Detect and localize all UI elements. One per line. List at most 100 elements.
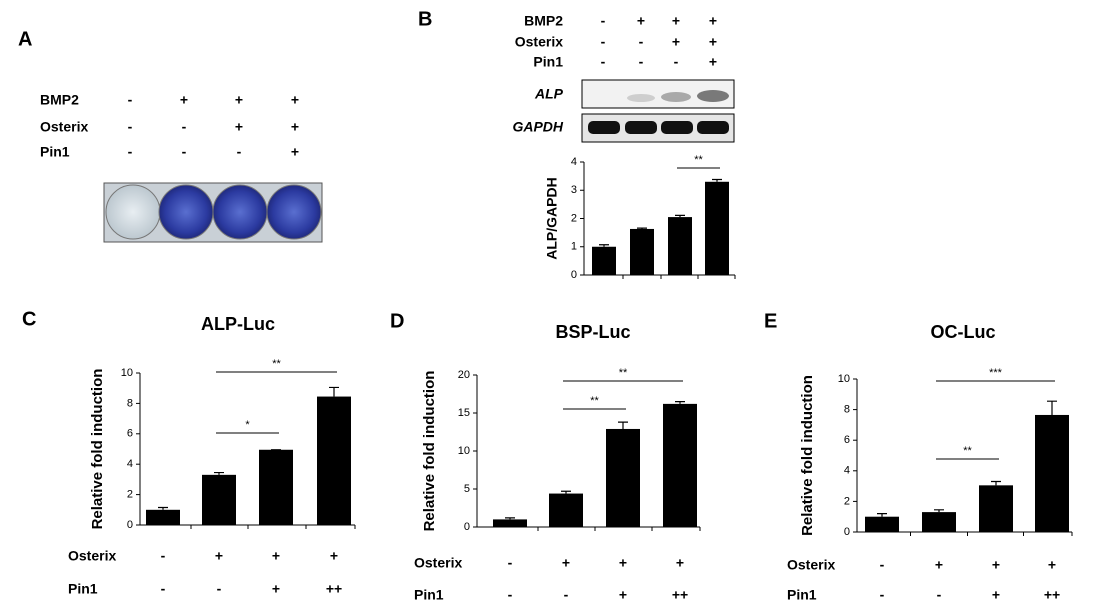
treatment-name: Osterix: [40, 119, 88, 135]
treatment-value: +: [672, 34, 680, 50]
band: [625, 121, 657, 134]
treatment-value: +: [215, 548, 223, 564]
treatment-value: +: [676, 555, 684, 571]
y-tick-label: 0: [464, 521, 470, 533]
y-tick-label: 10: [121, 367, 133, 379]
treatment-value: +: [291, 144, 299, 160]
treatment-value: +: [992, 557, 1000, 573]
treatment-name: Osterix: [787, 557, 835, 573]
treatment-name: Osterix: [414, 555, 462, 571]
treatment-value: -: [217, 581, 222, 597]
significance: *: [245, 419, 250, 431]
error-bar: [877, 513, 887, 517]
panel-letter: D: [390, 310, 404, 332]
treatment-value: +: [272, 548, 280, 564]
band: [697, 121, 729, 134]
y-tick-label: 3: [571, 184, 577, 196]
well: [212, 184, 268, 240]
treatment-value: -: [508, 587, 513, 603]
well: [158, 184, 214, 240]
y-tick-label: 10: [838, 373, 850, 385]
treatment-value: -: [674, 54, 679, 70]
y-tick-label: 8: [844, 404, 850, 416]
treatment-value: -: [601, 54, 606, 70]
treatment-value: +: [1048, 557, 1056, 573]
panel-letter: C: [22, 308, 36, 330]
blot-label: GAPDH: [512, 119, 563, 135]
treatment-value: +: [235, 119, 243, 135]
error-bar: [991, 480, 1001, 486]
y-tick-label: 10: [458, 445, 470, 457]
bar: [1035, 414, 1069, 532]
treatment-value: +: [291, 92, 299, 108]
treatment-value: -: [161, 548, 166, 564]
y-tick-label: 2: [127, 489, 133, 501]
treatment-value: -: [880, 587, 885, 603]
treatment-name: Osterix: [68, 548, 116, 564]
treatment-value: -: [128, 119, 133, 135]
bar: [663, 403, 697, 527]
bar: [493, 519, 527, 527]
panel-letter: E: [764, 310, 777, 332]
significance: **: [590, 395, 599, 407]
treatment-value: +: [619, 587, 627, 603]
error-bar: [561, 490, 571, 494]
error-bar: [712, 178, 722, 182]
significance: **: [272, 358, 281, 370]
blot-label: ALP: [534, 86, 564, 102]
treatment-value: -: [880, 557, 885, 573]
y-tick-label: 2: [571, 212, 577, 224]
error-bar: [675, 401, 685, 404]
treatment-value: -: [639, 34, 644, 50]
treatment-value: -: [564, 587, 569, 603]
treatment-value: +: [291, 119, 299, 135]
significance: **: [963, 445, 972, 457]
bar: [630, 228, 654, 275]
bar: [606, 428, 640, 527]
chart-title: BSP-Luc: [555, 322, 630, 342]
error-bar: [599, 244, 609, 247]
y-tick-label: 8: [127, 397, 133, 409]
treatment-name: Pin1: [787, 587, 817, 603]
chart-title: OC-Luc: [931, 322, 996, 342]
treatment-value: -: [128, 92, 133, 108]
treatment-value: +: [672, 13, 680, 29]
treatment-value: -: [937, 587, 942, 603]
significance: ***: [989, 367, 1003, 379]
treatment-value: +: [709, 54, 717, 70]
treatment-value: +: [562, 555, 570, 571]
treatment-name: Pin1: [68, 581, 98, 597]
error-bar: [158, 506, 168, 510]
y-axis-label: Relative fold induction: [421, 371, 438, 532]
bar: [865, 516, 899, 532]
y-tick-label: 6: [127, 428, 133, 440]
bar: [922, 512, 956, 532]
y-tick-label: 2: [844, 495, 850, 507]
error-bar: [329, 386, 339, 397]
bar: [202, 474, 236, 525]
y-tick-label: 4: [571, 156, 577, 168]
band: [697, 90, 729, 102]
treatment-value: +: [330, 548, 338, 564]
treatment-name: BMP2: [40, 92, 79, 108]
treatment-value: +: [992, 587, 1000, 603]
y-axis-label: ALP/GAPDH: [544, 177, 560, 259]
treatment-name: Pin1: [414, 587, 444, 603]
bar: [317, 396, 351, 525]
treatment-name: BMP2: [524, 13, 563, 29]
treatment-value: -: [182, 144, 187, 160]
y-tick-label: 0: [844, 526, 850, 538]
band: [627, 94, 655, 102]
bar: [549, 493, 583, 527]
bar: [259, 449, 293, 525]
y-tick-label: 0: [571, 269, 577, 281]
error-bar: [505, 517, 515, 520]
treatment-value: -: [601, 13, 606, 29]
treatment-value: -: [601, 34, 606, 50]
treatment-value: ++: [672, 587, 688, 603]
error-bar: [618, 421, 628, 429]
error-bar: [214, 471, 224, 475]
y-tick-label: 0: [127, 519, 133, 531]
treatment-value: ++: [326, 581, 342, 597]
